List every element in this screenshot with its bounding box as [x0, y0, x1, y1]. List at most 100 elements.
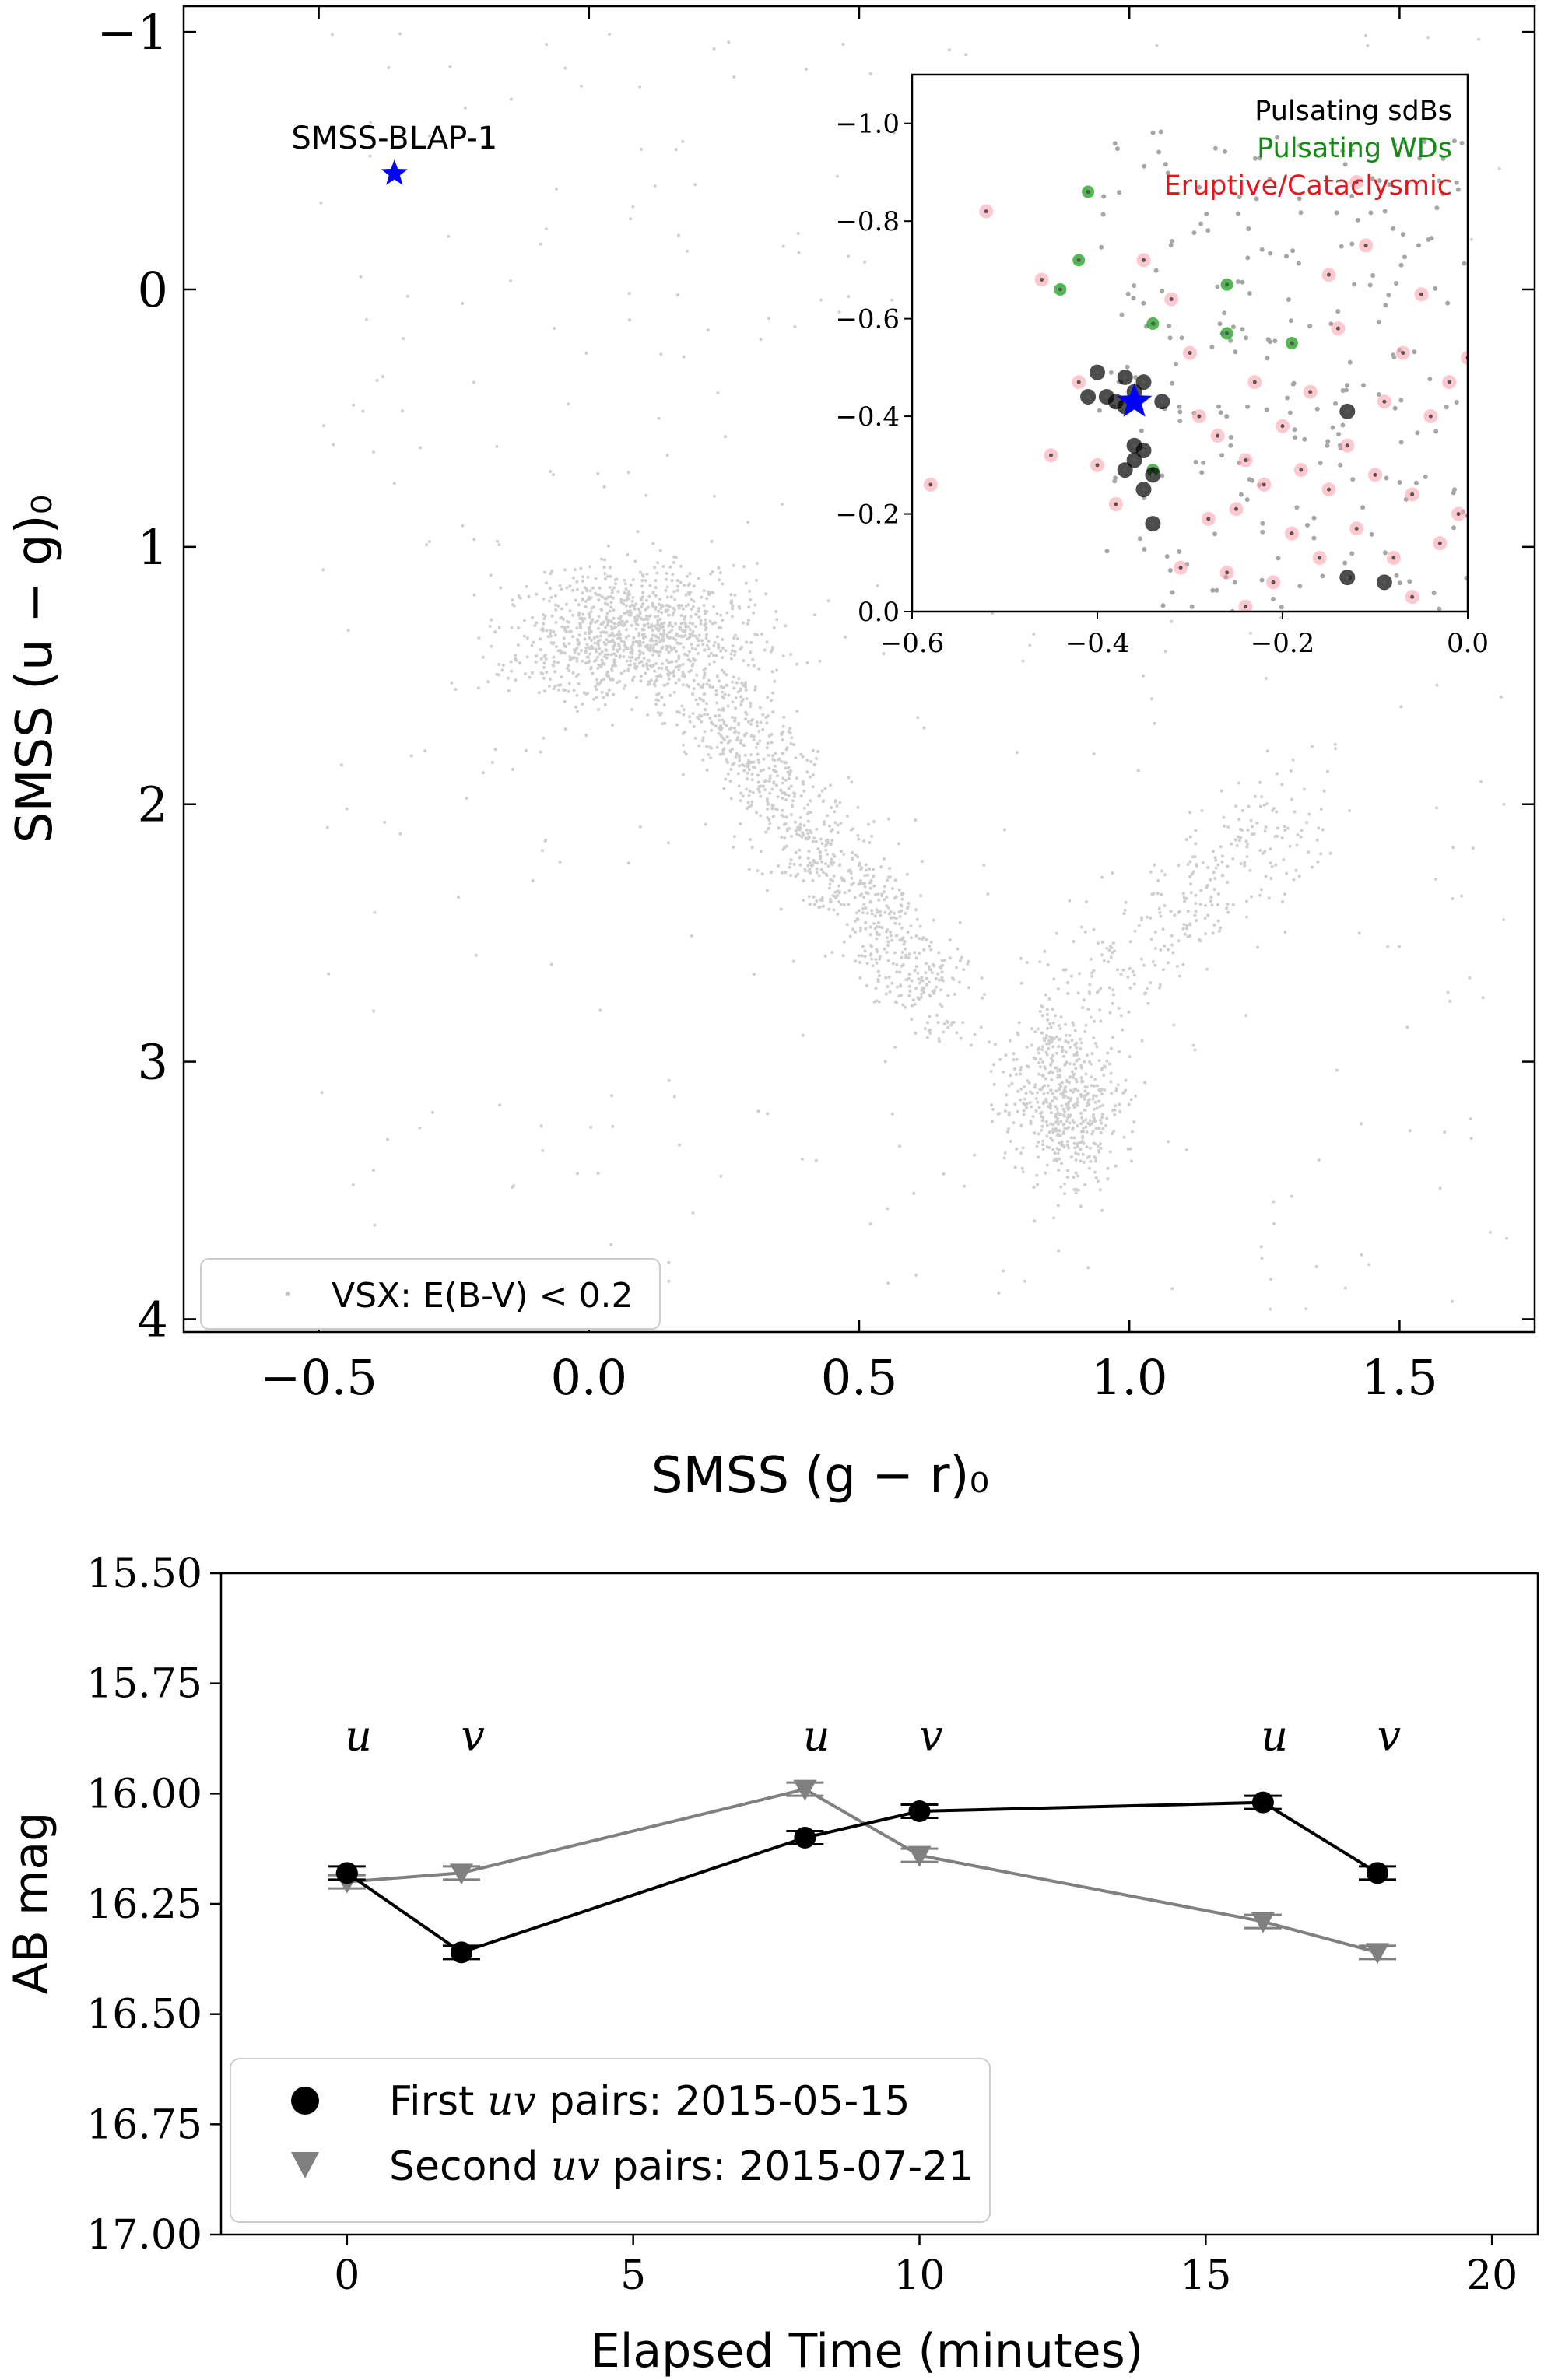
inset-eruptive-point-core: [984, 209, 988, 214]
inset-eruptive-point-core: [1437, 541, 1442, 545]
inset-eruptive-point-core: [1410, 594, 1415, 599]
inset-wd-point-core: [1150, 321, 1155, 326]
inset-sdb-point-core: [1114, 399, 1118, 404]
inset-eruptive-point-core: [1280, 424, 1285, 429]
lc-x-tick-label: 5: [620, 2252, 646, 2299]
inset-sdb-point-core: [1095, 370, 1100, 375]
lc-band-label: v: [919, 1712, 943, 1761]
lc-band-label: v: [461, 1712, 485, 1761]
lc-line-circle: [346, 1800, 1379, 1954]
inset-eruptive-point-core: [1049, 453, 1053, 457]
inset-axes-frame: [911, 73, 1469, 613]
inset-wd-point-core: [1076, 258, 1081, 262]
lc-legend-second-italic: uv: [551, 2143, 600, 2190]
inset-eruptive-point-core: [1262, 482, 1266, 487]
cmd-y-tick-label: 0: [138, 261, 168, 318]
lc-legend-first-suffix: pairs: 2015-05-15: [536, 2078, 911, 2125]
cmd-legend-marker: [286, 1292, 290, 1296]
inset-eruptive-point-core: [1252, 380, 1257, 384]
inset-sdb-point-core: [1142, 380, 1146, 384]
inset-eruptive-point-core: [1114, 502, 1118, 506]
lc-band-label: u: [1261, 1712, 1288, 1761]
cmd-legend-box: [200, 1258, 661, 1330]
inset-wd-point-core: [1058, 287, 1062, 292]
inset-sdb-point-core: [1086, 394, 1090, 399]
inset-wd-point-core: [1290, 341, 1294, 345]
lc-band-label: u: [803, 1712, 830, 1761]
inset-eruptive-point-core: [1363, 244, 1368, 248]
lc-legend-first-italic: uv: [487, 2078, 536, 2125]
lc-legend-marker-first: [291, 2087, 319, 2115]
lc-point-second: [907, 1845, 932, 1867]
lc-point-first: [1251, 1791, 1274, 1814]
cmd-x-tick-label: 0.5: [821, 1349, 898, 1406]
inset-eruptive-point-core: [1206, 517, 1211, 521]
lc-x-axis-label: Elapsed Time (minutes): [591, 2324, 1143, 2378]
lc-point-first: [794, 1827, 816, 1849]
inset-x-ticks: −0.6 −0.4 −0.2 0.0: [880, 612, 1489, 659]
lc-x-tick-label: 0: [334, 2252, 360, 2299]
lc-x-tick-label: 10: [893, 2252, 945, 2299]
inset-eruptive-point-core: [1169, 297, 1174, 302]
lc-legend-marker-second: [291, 2152, 319, 2178]
inset-eruptive-point-core: [1373, 472, 1377, 477]
cmd-panel: −0.5 0.0 0.5 1.0 1.5 −1 0 1 2 3 4 SMSS (g − r)₀ S…: [6, 4, 1536, 1505]
lc-y-tick-label: 15.50: [86, 1551, 202, 1597]
inset-sdb-point-core: [1382, 580, 1387, 584]
lc-band-label: u: [345, 1712, 372, 1761]
cmd-x-ticks: −0.5 0.0 0.5 1.0 1.5: [260, 6, 1438, 1406]
inset-sdb-point-core: [1150, 521, 1155, 526]
inset-eruptive-point-core: [1178, 566, 1183, 570]
inset-eruptive-point: [1461, 350, 1468, 365]
lc-point-second: [793, 1779, 817, 1801]
inset-eruptive-point-core: [1076, 380, 1081, 384]
lc-line-triangle-down: [346, 1787, 1378, 1954]
lc-y-tick-label: 16.25: [86, 1881, 202, 1928]
inset-x-tick-label: 0.0: [1447, 628, 1489, 659]
inset-sdb-point-core: [1160, 399, 1164, 404]
inset-panel: −0.6 −0.4 −0.2 0.0 −1.0−0.8−0.6−0.4−0.20.0 …: [835, 73, 1489, 659]
inset-sdb-point-core: [1132, 458, 1137, 463]
blap-label: SMSS-BLAP-1: [291, 121, 497, 156]
lc-legend-label-second: Second uv pairs: 2015-07-21: [389, 2143, 974, 2190]
inset-y-tick-label: 0.0: [858, 597, 900, 628]
lc-legend: First uv pairs: 2015-05-15 Second uv pai…: [230, 2058, 991, 2223]
cmd-y-ticks: −1 0 1 2 3 4: [97, 4, 1535, 1348]
inset-background: [912, 75, 1468, 612]
cmd-y-tick-label: 2: [138, 776, 168, 833]
cmd-y-tick-label: 1: [138, 519, 168, 576]
inset-eruptive-point-core: [1327, 487, 1331, 492]
inset-eruptive-point-core: [1447, 380, 1451, 384]
lc-y-tick-label: 15.75: [86, 1661, 202, 1708]
cmd-y-tick-label: −1: [97, 4, 168, 61]
lc-y-tick-label: 17.00: [86, 2212, 202, 2259]
cmd-legend-label: VSX: E(B-V) < 0.2: [332, 1276, 633, 1316]
lc-legend-second-prefix: Second: [389, 2143, 551, 2190]
cmd-x-tick-label: −0.5: [260, 1349, 377, 1406]
cmd-y-axis-label: SMSS (u − g)₀: [6, 495, 64, 844]
inset-sdb-point-core: [1345, 409, 1349, 414]
inset-sdb-point-core: [1132, 443, 1137, 448]
lc-x-ticks: 0 5 10 15 20: [334, 2235, 1518, 2299]
inset-eruptive-point-core: [1335, 326, 1340, 331]
inset-eruptive-point-core: [1354, 180, 1359, 184]
inset-legend-wd: Pulsating WDs: [1257, 133, 1452, 164]
blap-star-marker: [381, 159, 408, 185]
inset-eruptive-point-core: [1419, 292, 1423, 296]
lc-series: [328, 1779, 1397, 1965]
inset-eruptive-point-core: [1401, 351, 1405, 356]
lc-point-second: [1251, 1912, 1275, 1933]
inset-x-tick-label: −0.2: [1251, 628, 1315, 659]
lc-y-tick-label: 16.00: [86, 1771, 202, 1817]
inset-eruptive-point-core: [1299, 468, 1304, 472]
inset-wd-point-core: [1225, 331, 1230, 335]
inset-sdb-point-core: [1142, 448, 1146, 453]
inset-eruptive-point-core: [1188, 351, 1192, 356]
inset-legend-sdb: Pulsating sdBs: [1254, 96, 1452, 127]
inset-legend: Pulsating sdBs Pulsating WDs Eruptive/Ca…: [1164, 96, 1452, 202]
inset-eruptive-point-core: [1308, 390, 1313, 394]
inset-sdb-point-core: [1104, 394, 1109, 399]
lc-point-first: [908, 1800, 931, 1822]
